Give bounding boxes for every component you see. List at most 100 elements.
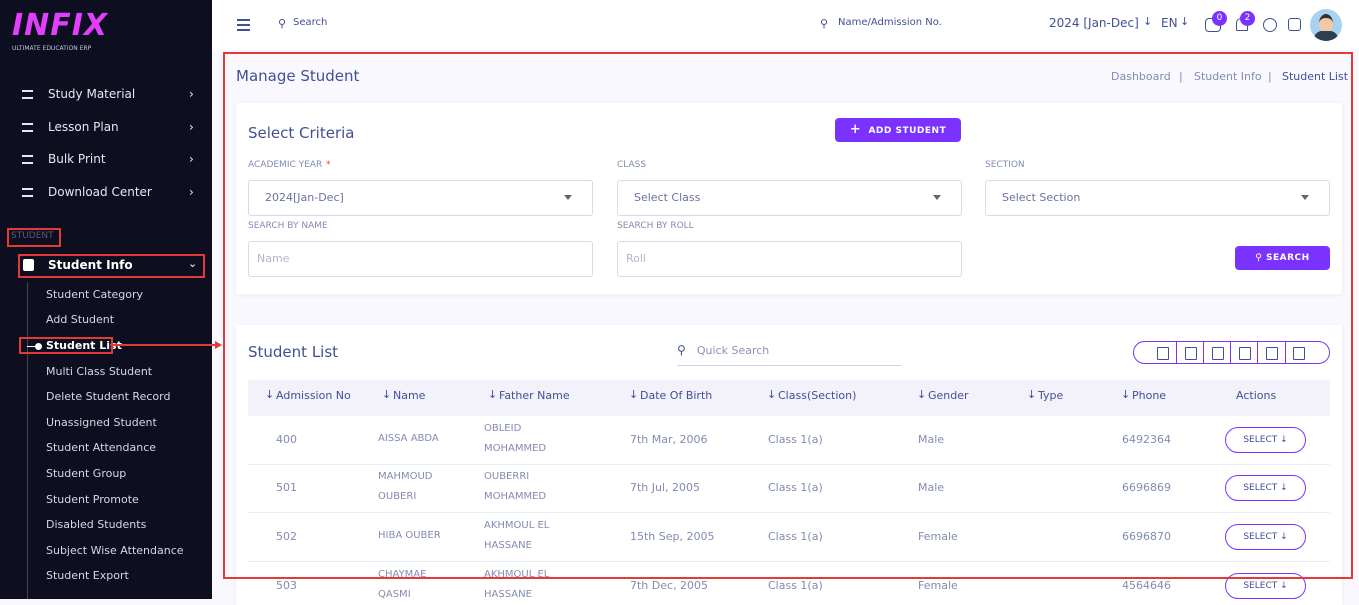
chevron: › [189, 87, 194, 101]
badge: 0 [1212, 11, 1227, 26]
select[interactable]: 2024[Jan-Dec] [248, 180, 593, 216]
select-button[interactable]: SELECT ↓ [1225, 475, 1306, 501]
submenu-item[interactable]: Delete Student Record [46, 390, 171, 403]
cell: Male [918, 481, 945, 494]
stats-icon[interactable] [1288, 18, 1301, 31]
button-label: ADD STUDENT [868, 126, 947, 136]
column-header[interactable]: Gender [928, 389, 969, 402]
cell: Class 1(a) [768, 481, 823, 494]
export-button[interactable] [1212, 347, 1224, 360]
export-button[interactable] [1185, 347, 1197, 360]
menu-item[interactable]: Lesson Plan [48, 120, 119, 134]
divider [1203, 341, 1204, 364]
export-button[interactable] [1293, 347, 1305, 360]
quick-search[interactable]: ⚲ Quick Search [677, 339, 901, 366]
select-button[interactable]: SELECT ↓ [1225, 524, 1306, 550]
topbar: ⚲ Search ⚲ Name/Admission No. 2024 [Jan-… [212, 0, 1359, 50]
globe-icon[interactable] [1263, 18, 1277, 32]
sort-arrow: ↓ [382, 388, 392, 401]
column-header[interactable]: Date Of Birth [640, 389, 713, 402]
export-button[interactable] [1157, 347, 1169, 360]
cell: 6696869 [1122, 481, 1171, 494]
column-header[interactable]: Name [393, 389, 426, 402]
column-header[interactable]: Father Name [499, 389, 570, 402]
cell: Male [918, 433, 945, 446]
page-title: Manage Student [236, 67, 360, 85]
cell: 15th Sep, 2005 [630, 530, 715, 543]
breadcrumb-item[interactable]: Dashboard [1111, 70, 1171, 83]
menu-item[interactable]: Download Center [48, 185, 152, 199]
select-button[interactable]: SELECT ↓ [1225, 427, 1306, 453]
year-select[interactable]: 2024 [Jan-Dec] [1049, 16, 1139, 30]
cell: 6492364 [1122, 433, 1171, 446]
cell: Female [918, 530, 958, 543]
submenu-item[interactable]: Student Group [46, 467, 127, 480]
cell: 502 [276, 530, 297, 543]
submenu-item[interactable]: Student List [46, 339, 122, 352]
submenu-item[interactable]: Unassigned Student [46, 416, 157, 429]
cell: MOHAMMED [484, 443, 547, 454]
column-header[interactable]: Type [1038, 389, 1064, 402]
menu-icon [22, 123, 33, 132]
sort-arrow: ↓ [767, 388, 777, 401]
select[interactable]: Select Class [617, 180, 962, 216]
hamburger[interactable] [237, 19, 250, 21]
text-input[interactable]: Name [248, 241, 593, 277]
annotation-box [19, 337, 113, 354]
cell: MOHAMMED [484, 491, 547, 502]
submenu-item[interactable]: Student Export [46, 569, 129, 582]
button-label: SELECT [1243, 435, 1278, 445]
cell: QASMI [378, 589, 411, 600]
column-header[interactable]: Class(Section) [778, 389, 857, 402]
submenu-item[interactable]: Disabled Students [46, 518, 147, 531]
select[interactable]: Select Section [985, 180, 1330, 216]
cell: Class 1(a) [768, 530, 823, 543]
dropdown-caret [933, 195, 941, 200]
field-label: SEARCH BY ROLL [617, 221, 694, 231]
breadcrumb-item[interactable]: Student Info [1194, 70, 1262, 83]
add-student-button[interactable]: + ADD STUDENT [835, 118, 961, 142]
avatar[interactable] [1310, 9, 1342, 41]
menu-icon [22, 155, 33, 164]
field-label: SEARCH BY NAME [248, 221, 328, 231]
submenu-item[interactable]: Multi Class Student [46, 365, 153, 378]
cell: OUBERI [378, 491, 417, 502]
menu-item[interactable]: Bulk Print [48, 152, 106, 166]
column-header[interactable]: Phone [1132, 389, 1167, 402]
search-button[interactable]: ⚲ SEARCH [1235, 246, 1330, 270]
cell: 7th Mar, 2006 [630, 433, 708, 446]
cell: Class 1(a) [768, 433, 823, 446]
submenu-item[interactable]: Student Attendance [46, 441, 157, 454]
button-label: SEARCH [1266, 253, 1310, 263]
cell: 503 [276, 579, 297, 592]
tree-line [27, 282, 28, 599]
icon [23, 259, 34, 271]
menu-item[interactable]: Study Material [48, 87, 136, 101]
field-label: CLASS [617, 160, 647, 170]
search[interactable]: Search [293, 17, 328, 28]
submenu-item[interactable]: Subject Wise Attendance [46, 544, 184, 557]
quick-search-placeholder: Quick Search [696, 344, 770, 357]
language[interactable]: EN [1161, 16, 1178, 30]
annotation-box [7, 228, 61, 247]
column-header[interactable]: Admission No [276, 389, 351, 402]
cell: 6696870 [1122, 530, 1171, 543]
export-button[interactable] [1239, 347, 1251, 360]
sort-arrow: ↓ [917, 388, 927, 401]
sort-arrow: ↓ [1027, 388, 1037, 401]
submenu-item[interactable]: Student Promote [46, 493, 139, 506]
active-group[interactable]: Student Info [48, 258, 133, 272]
submenu-item[interactable]: Student Category [46, 288, 144, 301]
row-divider [248, 464, 1330, 465]
button-label: SELECT [1243, 483, 1278, 493]
cell: Class 1(a) [768, 579, 823, 592]
divider [1230, 341, 1231, 364]
export-button[interactable] [1266, 347, 1278, 360]
arrow: ↓ [1143, 15, 1153, 28]
card-title: Student List [248, 343, 339, 361]
text-input[interactable]: Roll [617, 241, 962, 277]
dropdown-caret [564, 195, 572, 200]
admission-search[interactable]: Name/Admission No. [838, 17, 942, 28]
submenu-item[interactable]: Add Student [46, 313, 115, 326]
list-card [236, 325, 1342, 605]
